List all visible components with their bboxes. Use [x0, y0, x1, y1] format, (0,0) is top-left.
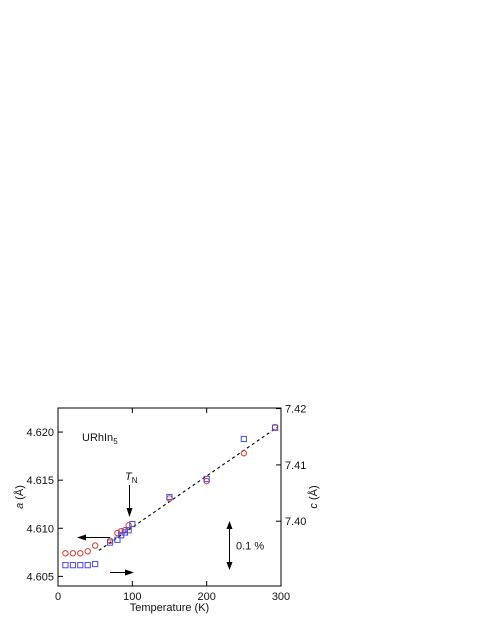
arrow-to-right-axis — [110, 569, 134, 576]
percent-scale-label: 0.1 % — [236, 541, 264, 553]
tn-subscript: N — [132, 476, 138, 485]
y-right-tick-label: 7.42 — [285, 404, 306, 416]
x-tick-label: 200 — [197, 591, 215, 603]
y-left-variable: a — [14, 503, 26, 509]
data-point-square — [106, 539, 114, 546]
data-point-circle — [117, 527, 125, 535]
percent-scale-arrow — [226, 521, 233, 570]
data-point-circle — [166, 495, 173, 502]
y-axis-left-label: a (Å) — [13, 485, 26, 509]
data-point-circle — [77, 550, 84, 557]
data-point-square — [166, 493, 173, 501]
data-point-square — [77, 562, 84, 569]
ticks-layer — [57, 408, 282, 586]
data-point-square — [92, 560, 99, 568]
y-axis-right-label: c (Å) — [307, 485, 320, 508]
fit-line — [98, 426, 278, 551]
data-point-circle — [240, 450, 248, 457]
sample-label: URhIn5 — [82, 432, 118, 446]
x-axis-label: Temperature (K) — [130, 602, 209, 614]
y-left-tick-label: 4.610 — [26, 523, 54, 535]
data-point-square — [114, 536, 121, 543]
y-left-tick-label: 4.615 — [26, 475, 54, 487]
x-tick-label: 0 — [55, 591, 61, 603]
data-point-square — [129, 520, 136, 528]
tn-variable: T — [125, 471, 133, 483]
data-point-square — [62, 562, 69, 569]
data-point-circle — [69, 550, 77, 557]
tn-label: TN — [125, 471, 138, 485]
fit-line-layer — [98, 426, 278, 551]
plot-frame — [57, 407, 282, 587]
sample-subscript: 5 — [113, 437, 118, 446]
data-point-circle — [62, 550, 69, 557]
data-point-circle — [91, 542, 99, 549]
tick-labels-layer: 0 100 200 300 4.605 4.610 4.615 4.620 7.40 7.41 7.… — [26, 404, 306, 603]
data-point-square — [84, 562, 91, 569]
y-left-unit: (Å) — [13, 485, 26, 503]
data-point-square — [69, 562, 76, 569]
tn-arrow — [126, 485, 133, 517]
data-points-layer — [62, 424, 279, 569]
sample-name: URhIn — [82, 432, 113, 444]
y-left-tick-label: 4.605 — [26, 571, 54, 583]
arrow-to-left-axis — [77, 534, 110, 541]
y-right-tick-label: 7.41 — [285, 460, 306, 472]
data-point-square — [203, 475, 210, 483]
data-point-square — [240, 435, 247, 443]
y-right-tick-label: 7.40 — [285, 516, 306, 528]
data-point-square — [125, 527, 132, 534]
x-tick-label: 100 — [123, 591, 141, 603]
y-right-variable: c — [308, 503, 320, 509]
x-tick-label: 300 — [272, 591, 290, 603]
data-point-square — [271, 424, 279, 431]
y-left-tick-label: 4.620 — [26, 427, 54, 439]
data-point-circle — [84, 548, 91, 555]
y-right-unit: (Å) — [307, 485, 320, 503]
